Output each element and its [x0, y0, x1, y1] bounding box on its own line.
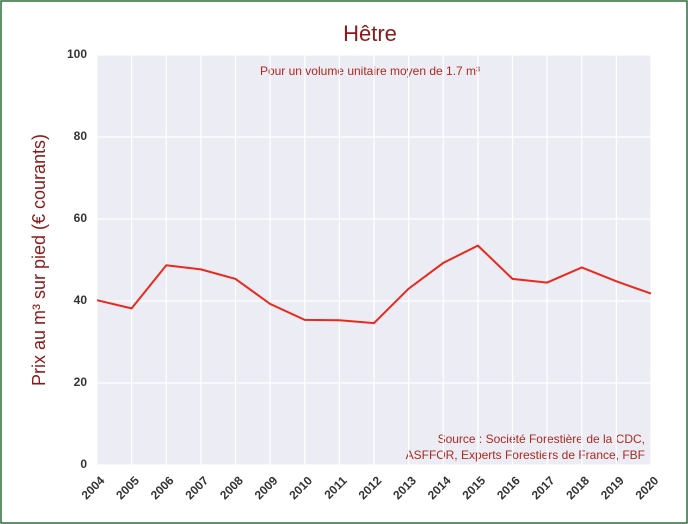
y-tick-label: 0: [80, 457, 87, 471]
line: [96, 244, 652, 325]
annotation: ASFFOR, Experts Forestiers de France, FB…: [406, 448, 645, 462]
y-axis-label: Prix au m³ sur pied (€ courants): [29, 134, 49, 386]
chart-title: Hêtre: [343, 21, 397, 46]
subtitle: Pour un volume unitaire moyen de 1.7 m³: [260, 64, 480, 78]
annotation: Source : Société Forestière de la CDC,: [438, 432, 645, 446]
y-tick-label: 20: [74, 375, 88, 389]
y-tick-label: 100: [67, 47, 87, 61]
y-tick-label: 80: [74, 129, 88, 143]
y-tick-label: 40: [74, 293, 88, 307]
y-tick-label: 60: [74, 211, 88, 225]
